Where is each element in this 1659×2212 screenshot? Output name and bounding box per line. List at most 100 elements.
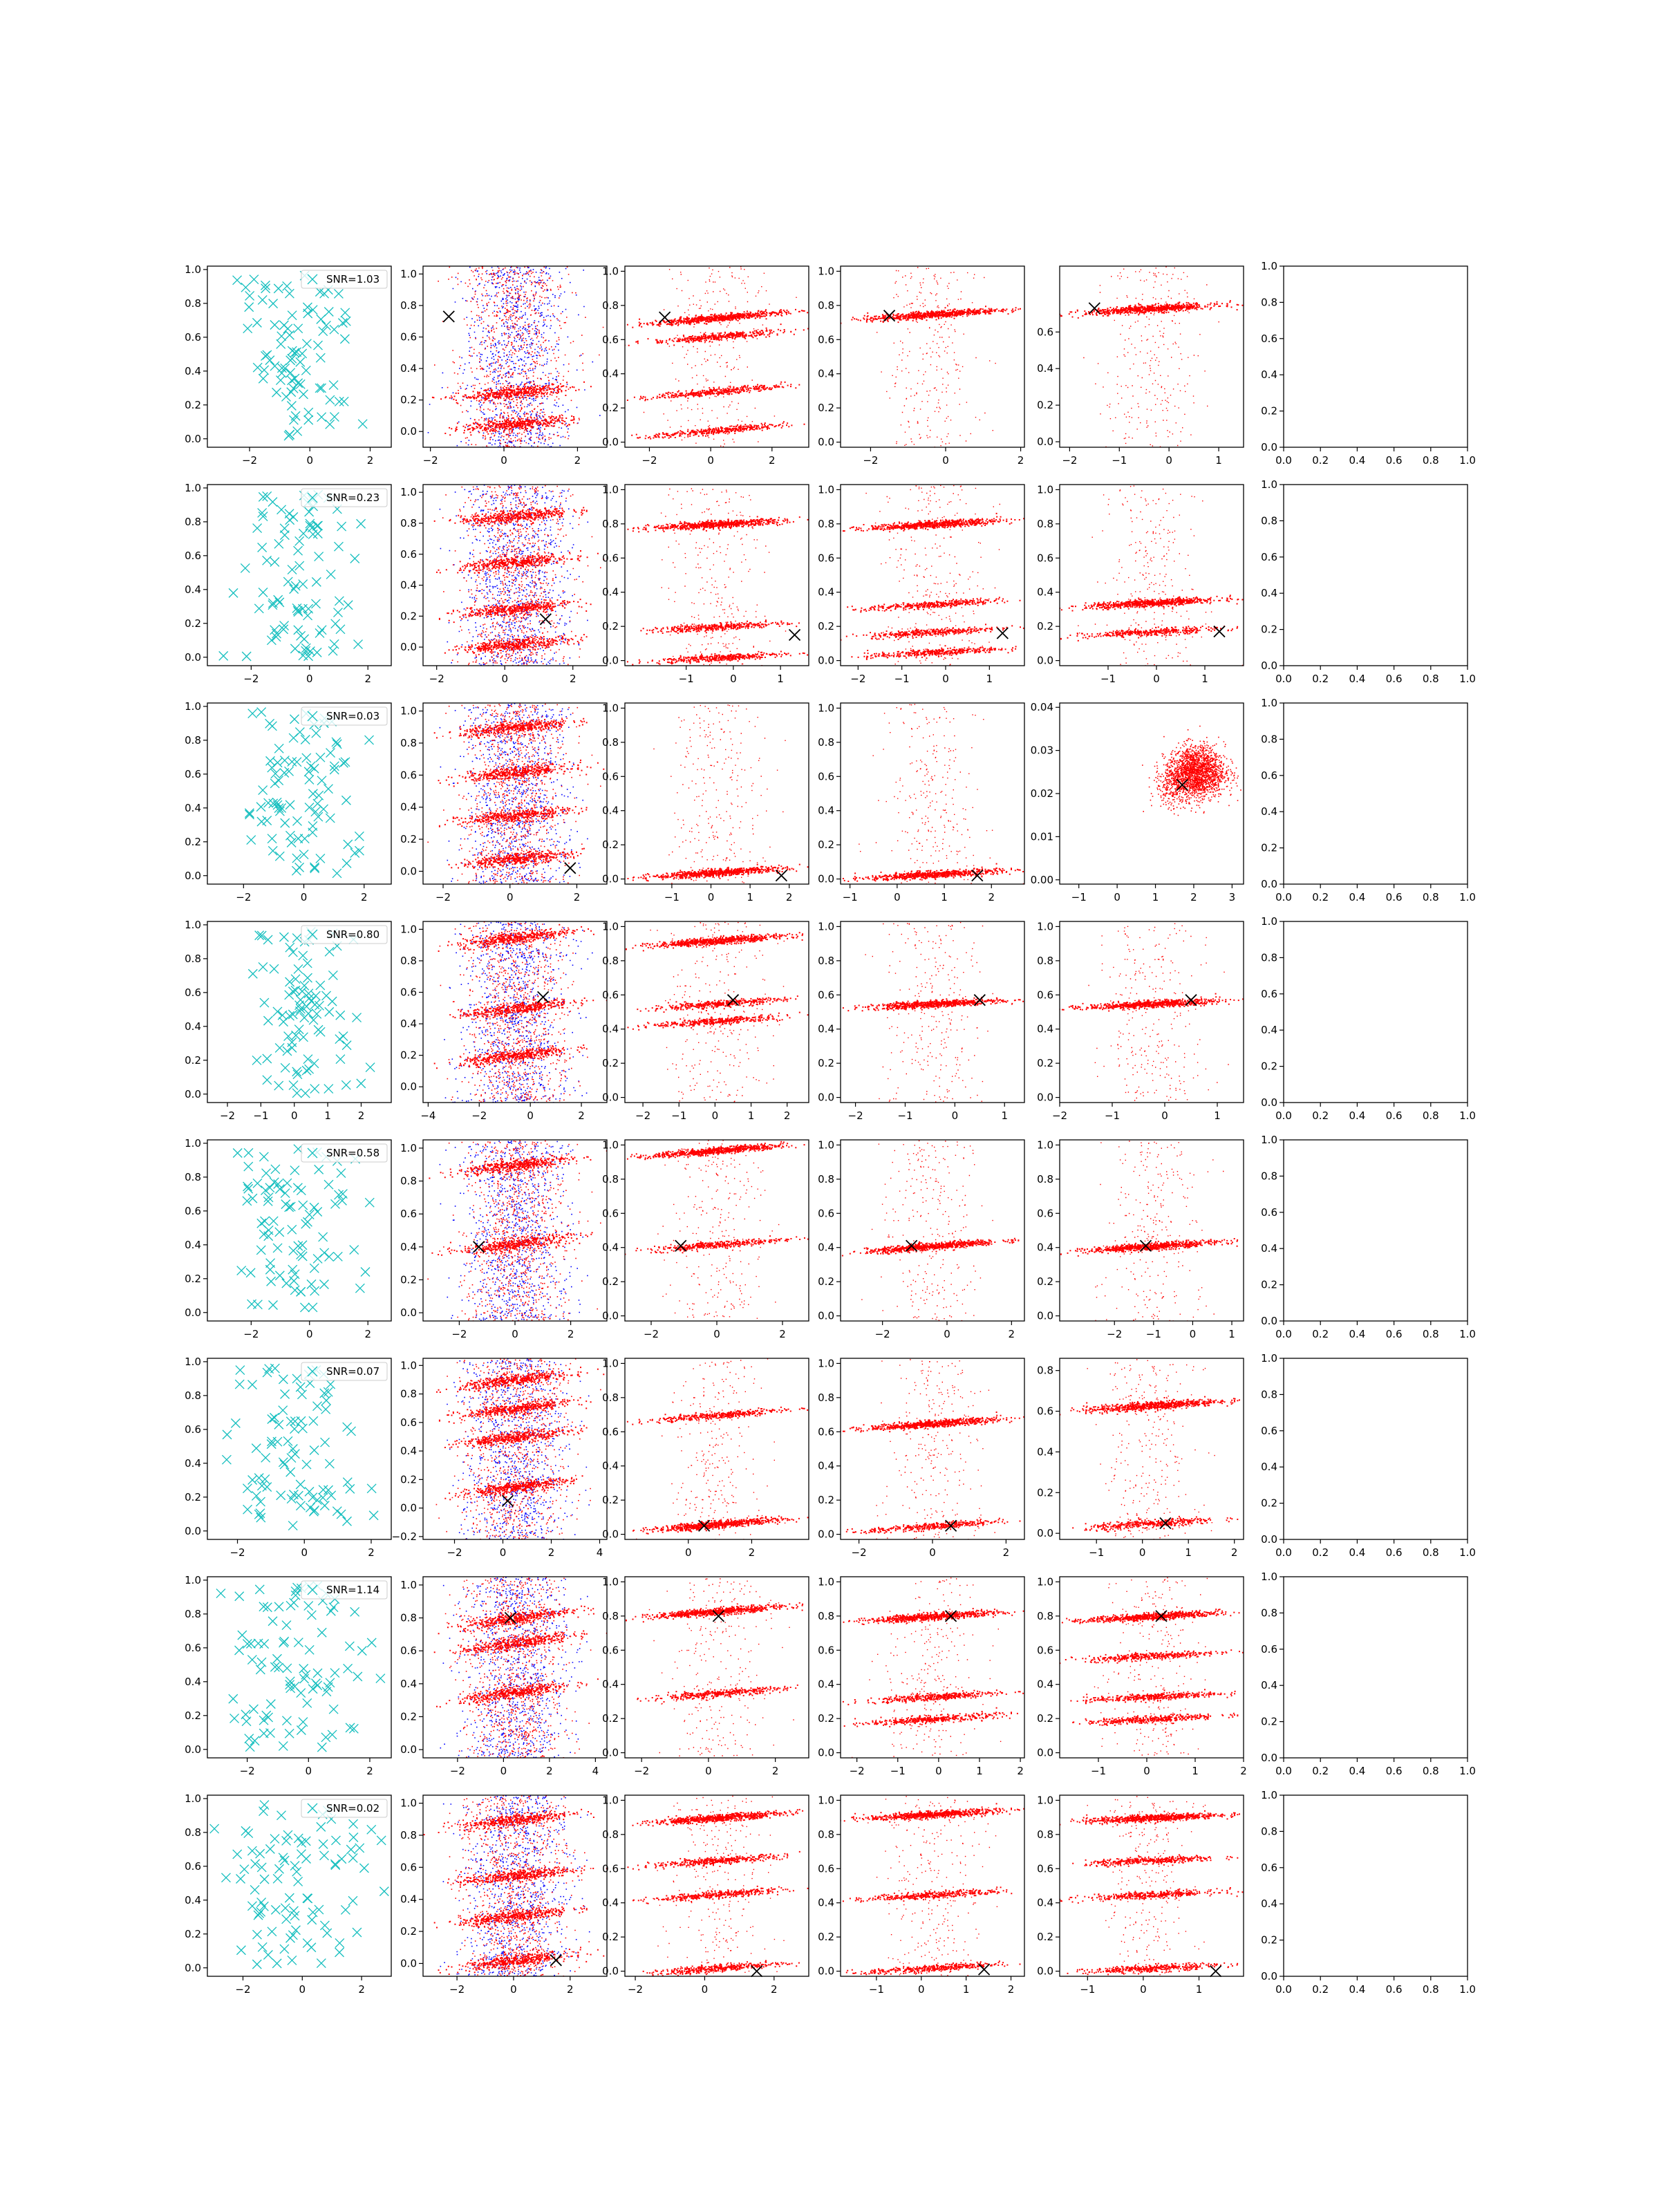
y-tick-label: 0.2 — [818, 402, 834, 414]
y-tick-label: 0.8 — [185, 734, 201, 747]
y-tick-label: 0.6 — [818, 1644, 834, 1656]
x-tick-label: 0 — [306, 454, 313, 467]
y-tick-label: 0.2 — [400, 1473, 417, 1485]
y-tick-label: 0.8 — [1261, 1388, 1277, 1400]
x-tick-label: 0 — [1161, 1109, 1168, 1122]
y-tick-label: 0.8 — [602, 1173, 619, 1185]
y-tick-label: 0.4 — [818, 1241, 834, 1254]
x-tick-label: −1 — [253, 1109, 268, 1122]
y-tick-label: 0.6 — [400, 1644, 417, 1657]
y-tick-label: 0.0 — [602, 873, 619, 885]
y-tick-label: 0.0 — [602, 436, 619, 449]
y-tick-label: 0.4 — [185, 1457, 201, 1470]
y-tick-label: 0.4 — [818, 1897, 834, 1909]
y-tick-label: 0.8 — [400, 737, 417, 749]
x-tick-label: 0.4 — [1349, 891, 1365, 903]
x-tick-label: 2 — [567, 1983, 574, 1996]
x-tick-label: 0 — [894, 891, 901, 903]
y-tick-label: 0.2 — [1037, 1486, 1053, 1499]
y-tick-label: 0.0 — [818, 1965, 834, 1978]
y-tick-label: 0.2 — [1261, 1497, 1277, 1510]
y-tick-label: 0.2 — [602, 1931, 619, 1943]
x-tick-label: 0.2 — [1312, 1546, 1329, 1559]
x-tick-label: −2 — [435, 891, 451, 903]
panel-r1-c1: −2 0 20.00.20.40.60.81.0 — [400, 485, 635, 685]
y-tick-label: 0.4 — [818, 368, 834, 380]
y-tick-label: 0.6 — [602, 1862, 619, 1875]
y-tick-label: 0.0 — [185, 870, 201, 882]
y-tick-label: 0.6 — [602, 770, 619, 782]
y-tick-label: 0.0 — [400, 1957, 417, 1969]
x-tick-label: 0.2 — [1312, 1109, 1329, 1122]
y-tick-label: 0.4 — [185, 1020, 201, 1033]
y-tick-label: 0.6 — [602, 333, 619, 346]
y-tick-label: 0.2 — [1037, 1275, 1053, 1288]
x-tick-label: 4 — [597, 1546, 603, 1559]
y-tick-label: 0.8 — [602, 299, 619, 312]
panel-r3-c1: −4 −2 0 20.00.20.40.60.81.0 — [400, 921, 608, 1122]
y-tick-label: 0.0 — [818, 1528, 834, 1541]
y-tick-label: 0.6 — [1037, 1405, 1053, 1418]
x-tick-label: −1 — [679, 673, 694, 685]
x-tick-label: 0.6 — [1386, 673, 1403, 685]
y-tick-label: 0.4 — [1037, 1023, 1053, 1035]
legend: SNR=0.23 — [301, 489, 387, 507]
y-tick-label: 0.4 — [602, 368, 619, 380]
panel-r4-c2: −2 0 20.00.20.40.60.81.0 — [602, 1138, 818, 1340]
panel-r7-c3: −1 0 1 20.00.20.40.60.81.0 — [818, 1794, 1043, 1996]
y-tick-label: 0.2 — [818, 620, 834, 632]
legend-label: SNR=0.02 — [326, 1802, 379, 1815]
y-tick-label: 0.2 — [1037, 1057, 1053, 1069]
x-tick-label: 0 — [1143, 1765, 1150, 1777]
y-tick-label: 0.2 — [602, 402, 619, 414]
y-tick-label: 0.2 — [1261, 1060, 1277, 1073]
y-tick-label: 0.8 — [185, 1171, 201, 1183]
x-tick-label: 1.0 — [1459, 891, 1476, 903]
panel-r4-c5: 0.0 0.2 0.4 0.6 0.8 1.00.00.20.40.60.81.0 — [1261, 1134, 1476, 1340]
y-tick-label: 0.2 — [1261, 842, 1277, 854]
x-tick-label: 2 — [772, 1765, 779, 1777]
panel-r0-c3: −2 0 20.00.20.40.60.81.0 — [818, 265, 1043, 467]
y-tick-label: 1.0 — [818, 483, 834, 496]
y-tick-label: 0.2 — [400, 610, 417, 622]
y-tick-label: 0.4 — [818, 1678, 834, 1691]
y-tick-label: 0.2 — [185, 617, 201, 630]
y-tick-label: 0.0 — [185, 1306, 201, 1319]
y-tick-label: 0.6 — [1261, 551, 1277, 563]
y-tick-label: 0.2 — [602, 1275, 619, 1288]
y-tick-label: 0.8 — [818, 1173, 834, 1185]
x-tick-label: 1.0 — [1459, 454, 1476, 467]
y-tick-label: 1.0 — [400, 268, 417, 280]
x-tick-label: 0 — [512, 1328, 518, 1340]
x-tick-label: 0.6 — [1386, 1109, 1403, 1122]
y-tick-label: 0.0 — [185, 1962, 201, 1974]
panel-r6-c3: −2 −1 0 1 20.00.20.40.60.81.0 — [818, 1575, 1052, 1777]
y-tick-label: 0.8 — [185, 516, 201, 528]
y-tick-label: 1.0 — [185, 1356, 201, 1368]
x-tick-label: 0.0 — [1275, 673, 1292, 685]
x-tick-label: 0.0 — [1275, 1328, 1292, 1340]
x-tick-label: 0.6 — [1386, 1765, 1403, 1777]
panel-r3-c5: 0.0 0.2 0.4 0.6 0.8 1.00.00.20.40.60.81.0 — [1261, 915, 1476, 1122]
x-tick-label: 0.2 — [1312, 454, 1329, 467]
x-tick-label: 1 — [941, 891, 948, 903]
legend: SNR=0.80 — [301, 926, 387, 944]
y-tick-label: 0.6 — [1261, 988, 1277, 1000]
y-tick-label: 1.0 — [1037, 1794, 1053, 1806]
x-tick-label: 0 — [301, 1546, 308, 1559]
y-tick-label: 1.0 — [602, 265, 619, 277]
y-tick-label: 1.0 — [602, 1794, 619, 1806]
legend-label: SNR=0.03 — [326, 710, 379, 722]
y-tick-label: 0.0 — [602, 655, 619, 667]
y-tick-label: 0.2 — [185, 1928, 201, 1940]
y-tick-label: 0.0 — [1037, 1310, 1053, 1322]
y-tick-label: 0.02 — [1031, 787, 1053, 800]
y-tick-label: 0.0 — [1261, 1315, 1277, 1327]
y-tick-label: 0.6 — [185, 331, 201, 344]
x-tick-label: 0 — [1139, 1546, 1146, 1559]
y-tick-label: 0.6 — [400, 1208, 417, 1220]
x-tick-label: 1 — [963, 1983, 970, 1996]
panel-r6-c1: −2 0 2 40.00.20.40.60.81.0 — [391, 1577, 626, 1777]
